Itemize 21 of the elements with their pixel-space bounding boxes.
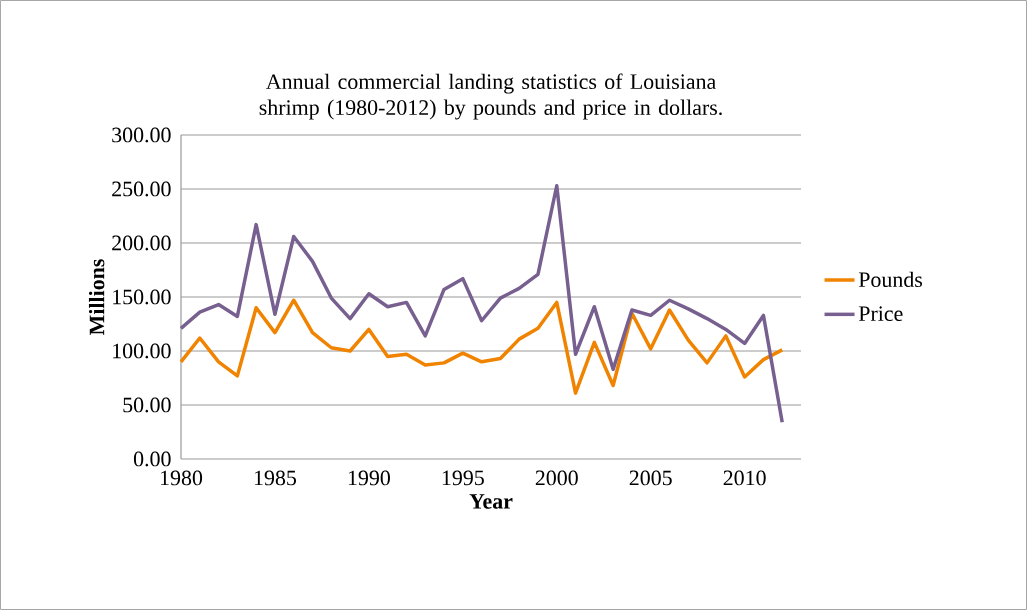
x-tick-label: 1980 xyxy=(161,470,203,486)
y-tick-label: 300.00 xyxy=(112,127,171,143)
line-series xyxy=(179,298,784,395)
y-tick-label: 100.00 xyxy=(113,343,171,359)
line-series xyxy=(179,184,784,425)
y-tick-label: 0.00 xyxy=(133,451,171,467)
x-tick-label: 1985 xyxy=(254,470,297,486)
x-tick-label: 2005 xyxy=(629,470,672,486)
y-tick-label: 250.00 xyxy=(112,181,171,197)
x-tick-label: 2010 xyxy=(723,470,766,486)
x-tick-label: 1995 xyxy=(442,470,484,486)
y-tick-label: 200.00 xyxy=(112,235,171,251)
y-axis-title: Millions xyxy=(88,259,105,335)
x-tick-label: 2000 xyxy=(535,470,578,486)
x-axis-title: Year xyxy=(469,494,513,509)
legend-label: Price xyxy=(858,306,903,322)
y-tick-label: 150.00 xyxy=(113,289,171,305)
y-tick-label: 50.00 xyxy=(123,397,171,413)
chart-title: Annual commercial landing statistics of Louisiana shrimp (1980-2012) by pounds and price in dollars. xyxy=(259,73,722,120)
x-tick-label: 1990 xyxy=(348,470,390,486)
legend-label: Pounds xyxy=(858,271,923,288)
